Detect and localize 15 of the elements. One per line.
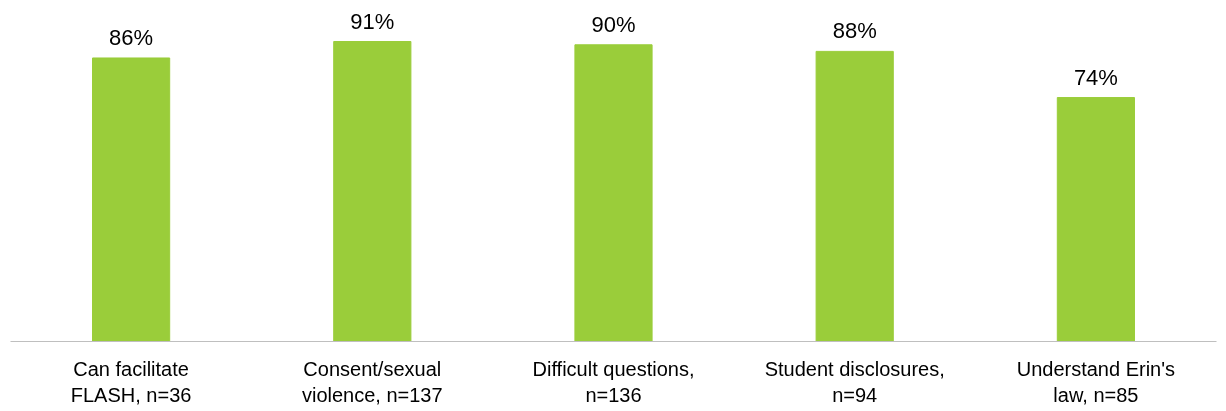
data-label: 86% — [109, 24, 154, 50]
bar — [1056, 97, 1135, 342]
data-label: 88% — [832, 18, 877, 44]
x-tick-label: Consent/sexual violence, n=137 — [301, 357, 443, 406]
data-label: 74% — [1073, 64, 1118, 90]
x-tick-label: Can facilitate FLASH, n=36 — [70, 357, 192, 406]
data-label: 91% — [350, 8, 395, 34]
bar — [574, 44, 653, 342]
x-tick-label: Understand Erin's law, n=85 — [1016, 357, 1176, 406]
data-label: 90% — [591, 11, 636, 37]
x-tick-label: Difficult questions, n=136 — [532, 357, 695, 406]
bar — [815, 50, 894, 342]
x-tick-label: Student disclosures, n=94 — [764, 357, 945, 406]
bar — [333, 41, 412, 342]
bar — [92, 57, 171, 342]
